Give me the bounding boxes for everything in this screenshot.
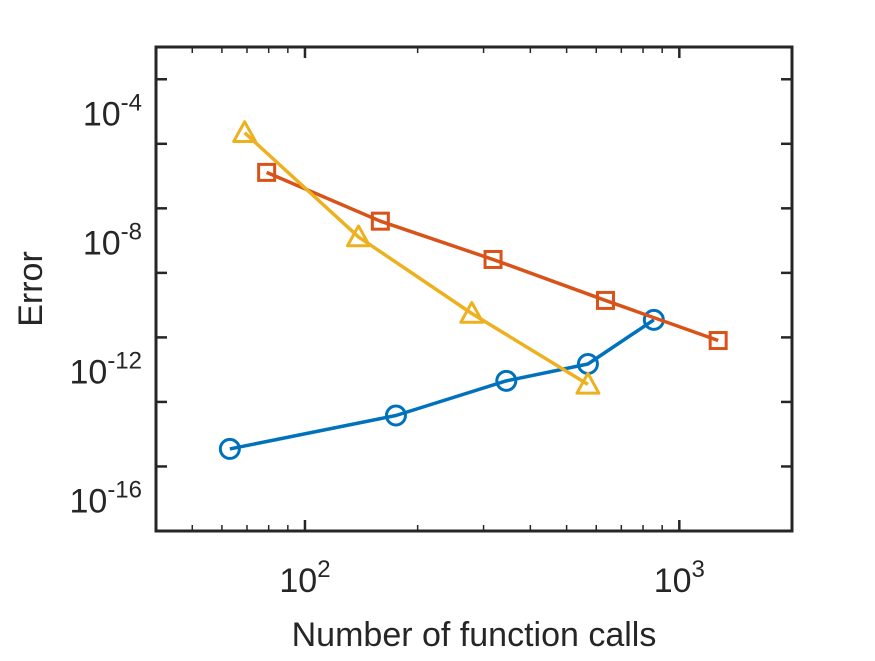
- x-axis-label: Number of function calls: [292, 616, 657, 654]
- data-point-triangle: [346, 224, 372, 248]
- y-tick-label: 10-8: [83, 219, 142, 263]
- data-point-triangle: [459, 301, 485, 324]
- series-line: [243, 131, 589, 386]
- y-tick-label: 10-4: [83, 90, 142, 134]
- data-point-circle: [218, 437, 241, 460]
- plot-area: [156, 47, 792, 531]
- data-point-circle: [384, 404, 407, 427]
- x-tick-label: 102: [279, 556, 330, 600]
- series-layer: [218, 120, 728, 460]
- series-line: [265, 170, 719, 343]
- labels-layer: 102 103 10-16 10-12 10-8 10-4: [69, 90, 704, 600]
- data-point-square: [370, 211, 390, 231]
- series-triangle: [232, 120, 601, 395]
- x-tick-label: 103: [654, 556, 705, 600]
- data-point-triangle: [575, 371, 601, 395]
- data-point-circle: [495, 369, 518, 392]
- data-point-triangle: [232, 120, 258, 144]
- data-point-square: [483, 249, 503, 269]
- series-square: [257, 162, 728, 351]
- y-tick-label: 10-16: [69, 477, 142, 521]
- data-point-square: [708, 331, 728, 351]
- series-line: [229, 318, 655, 451]
- y-tick-label: 10-12: [69, 348, 142, 392]
- plot-frame: [154, 45, 794, 533]
- y-axis-label: Error: [12, 251, 50, 327]
- data-point-square: [257, 162, 277, 182]
- data-point-square: [595, 290, 615, 310]
